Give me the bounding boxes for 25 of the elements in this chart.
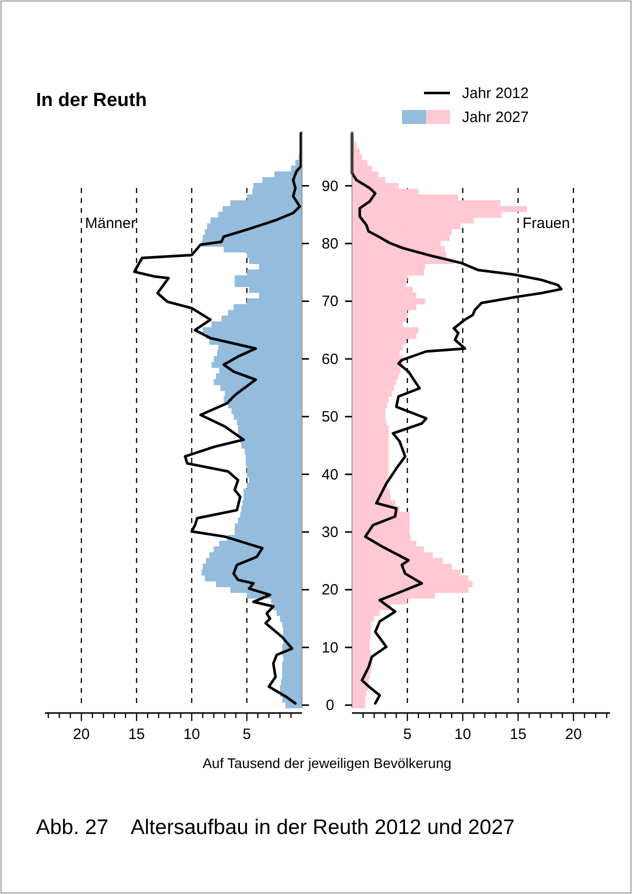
x-tick-label: 5 — [403, 726, 412, 743]
x-tick-label: 5 — [242, 726, 252, 743]
y-tick-label: 80 — [322, 236, 338, 253]
y-tick-label: 10 — [322, 639, 338, 656]
y-tick-label: 0 — [326, 697, 334, 714]
y-tick-label: 30 — [322, 524, 338, 542]
chart-title: In der Reuth — [36, 90, 147, 111]
y-tick-label: 70 — [322, 293, 338, 310]
x-tick-label: 20 — [565, 726, 582, 743]
y-tick-label: 60 — [322, 350, 338, 368]
x-axis-title: Auf Tausend der jeweiligen Bevölkerung — [202, 755, 452, 771]
x-tick-label: 15 — [510, 726, 526, 743]
caption: Abb. 27 Altersaufbau in der Reuth 2012 und 2027 — [36, 816, 515, 839]
y-tick-label: 40 — [322, 466, 338, 484]
y-tick-label: 90 — [322, 178, 338, 195]
x-tick-label: 15 — [128, 726, 145, 743]
x-tick-label: 10 — [454, 726, 472, 743]
y-tick-label: 50 — [322, 408, 338, 426]
annotation: Männer — [85, 215, 136, 232]
legend-label: Jahr 2027 — [462, 109, 529, 126]
y-tick-label: 20 — [322, 582, 338, 599]
legend-label: Jahr 2012 — [462, 85, 529, 102]
x-tick-label: 20 — [73, 726, 90, 743]
x-tick-label: 10 — [183, 726, 200, 743]
annotation: Frauen — [522, 215, 570, 232]
